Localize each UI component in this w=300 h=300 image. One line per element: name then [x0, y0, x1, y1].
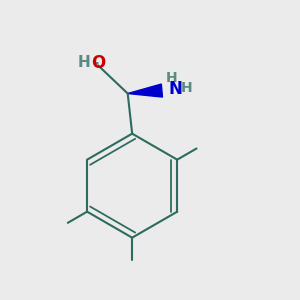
Text: -: - — [92, 56, 98, 70]
Text: H: H — [166, 71, 178, 85]
Text: H: H — [78, 56, 91, 70]
Text: H: H — [181, 81, 192, 94]
Text: N: N — [168, 80, 182, 98]
Polygon shape — [128, 84, 163, 97]
Text: O: O — [91, 54, 105, 72]
